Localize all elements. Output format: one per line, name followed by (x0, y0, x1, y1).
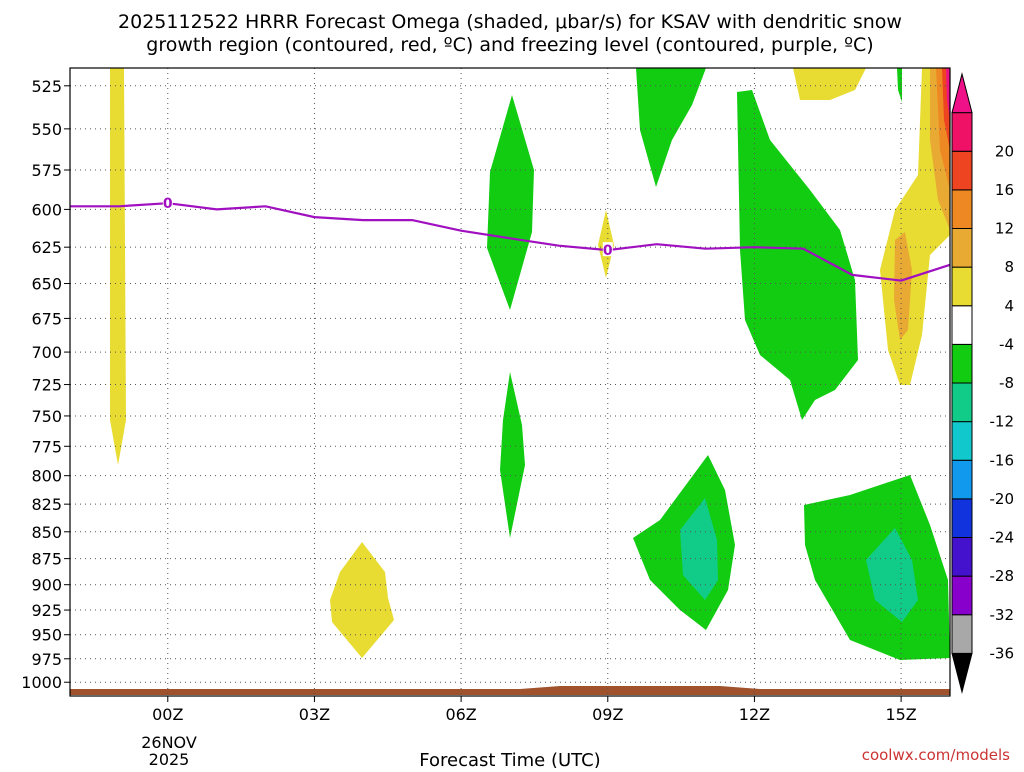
y-tick-label-950: 950 (31, 626, 62, 645)
omega-green-12z-14z (737, 90, 858, 420)
ground-band (70, 686, 950, 695)
colorbar-label--4: -4 (999, 335, 1014, 353)
colorbar-label--32: -32 (990, 606, 1015, 624)
colorbar-swatch-7 (951, 382, 973, 423)
y-tick-label-775: 775 (31, 437, 62, 456)
colorbar-swatch-11 (951, 228, 973, 268)
freezing-level-contour: 00 (70, 195, 951, 282)
omega-magenta-top-right (946, 68, 950, 120)
y-tick-label-1000: 1000 (21, 673, 62, 692)
omega-orange-right-15z (894, 232, 912, 340)
omega-shading (70, 68, 950, 695)
omega-yellow-column-left (110, 68, 126, 465)
colorbar: -36 -32 -28 -24 -20 -16 -12 -8 -4 4 8 12 16 20 (951, 72, 1015, 694)
colorbar-swatch-1 (951, 614, 973, 654)
plot-border (69, 67, 951, 697)
y-tick-label-625: 625 (31, 238, 62, 257)
y-tick-label-650: 650 (31, 274, 62, 293)
colorbar-swatch-9 (951, 305, 973, 345)
y-tick-label-800: 800 (31, 467, 62, 486)
colorbar-swatch-13 (951, 150, 973, 191)
y-tick-label-900: 900 (31, 576, 62, 595)
y-tick-label-575: 575 (31, 161, 62, 180)
x-tick-label-06Z: 06Z (445, 705, 476, 724)
colorbar-label--20: -20 (990, 490, 1015, 508)
y-tick-label-925: 925 (31, 601, 62, 620)
y-tick-label-550: 550 (31, 120, 62, 139)
colorbar-swatch-6 (951, 421, 973, 461)
x-tick-label-15Z: 15Z (885, 705, 916, 724)
colorbar-swatch-2 (951, 575, 973, 616)
colorbar-arrow-top (951, 72, 973, 114)
y-tick-label-850: 850 (31, 523, 62, 542)
x-tick-label-09Z: 09Z (592, 705, 623, 724)
omega-yellow-top-13z (793, 68, 866, 100)
colorbar-label-12: 12 (995, 220, 1014, 238)
colorbar-label--28: -28 (990, 567, 1015, 585)
y-tick-label-600: 600 (31, 200, 62, 219)
colorbar-swatch-8 (951, 343, 973, 384)
colorbar-label--24: -24 (990, 529, 1015, 547)
credit-text: coolwx.com/models (862, 746, 1010, 764)
x-date-line1: 26NOV (141, 733, 197, 752)
colorbar-swatch-12 (951, 189, 973, 229)
y-axis: 525 550 575 600 625 650 675 700 725 750 775 800 825 8… (21, 77, 70, 692)
omega-yellow-blob-04z (330, 542, 394, 658)
y-tick-label-725: 725 (31, 376, 62, 395)
chart-title-line2: growth region (contoured, red, ºC) and f… (146, 34, 873, 56)
y-tick-label-525: 525 (31, 77, 62, 96)
colorbar-swatch-14 (951, 112, 973, 152)
freezing-label-bg (162, 195, 173, 210)
colorbar-label--16: -16 (990, 451, 1015, 469)
y-tick-label-825: 825 (31, 495, 62, 514)
freezing-level-label: 0 (163, 196, 173, 212)
omega-green-07z-upper (487, 95, 534, 310)
colorbar-label-16: 16 (995, 181, 1014, 199)
x-date-line2: 2025 (149, 750, 190, 768)
plot-area: 00 (69, 67, 951, 697)
freezing-level-line (70, 202, 951, 282)
colorbar-swatch-10 (951, 266, 973, 307)
y-tick-label-675: 675 (31, 309, 62, 328)
colorbar-swatch-4 (951, 498, 973, 538)
omega-green-top-10z (636, 68, 706, 187)
y-tick-label-700: 700 (31, 343, 62, 362)
omega-teal-low-11z (680, 498, 718, 600)
colorbar-arrow-bottom (951, 652, 973, 694)
colorbar-swatch-5 (951, 459, 973, 500)
colorbar-label--8: -8 (999, 374, 1014, 392)
grid-lines (70, 68, 950, 696)
y-tick-label-875: 875 (31, 550, 62, 569)
x-axis-label: Forecast Time (UTC) (419, 750, 600, 768)
omega-green-07z-lower (500, 372, 525, 538)
x-axis: 00Z 03Z 06Z 09Z 12Z 15Z (152, 696, 917, 724)
y-tick-label-975: 975 (31, 650, 62, 669)
y-tick-label-750: 750 (31, 407, 62, 426)
chart-title-line1: 2025112522 HRRR Forecast Omega (shaded, … (118, 11, 902, 33)
freezing-level-label: 0 (603, 243, 613, 259)
colorbar-swatch-3 (951, 537, 973, 577)
x-tick-label-12Z: 12Z (739, 705, 770, 724)
colorbar-label--12: -12 (990, 413, 1015, 431)
x-tick-label-00Z: 00Z (152, 705, 183, 724)
x-tick-label-03Z: 03Z (299, 705, 330, 724)
freezing-label-bg (602, 242, 613, 257)
colorbar-label--36: -36 (990, 644, 1015, 662)
colorbar-label-8: 8 (1004, 258, 1014, 276)
colorbar-label-20: 20 (995, 142, 1014, 160)
colorbar-label-4: 4 (1004, 297, 1014, 315)
omega-teal-low-15z (866, 528, 918, 622)
